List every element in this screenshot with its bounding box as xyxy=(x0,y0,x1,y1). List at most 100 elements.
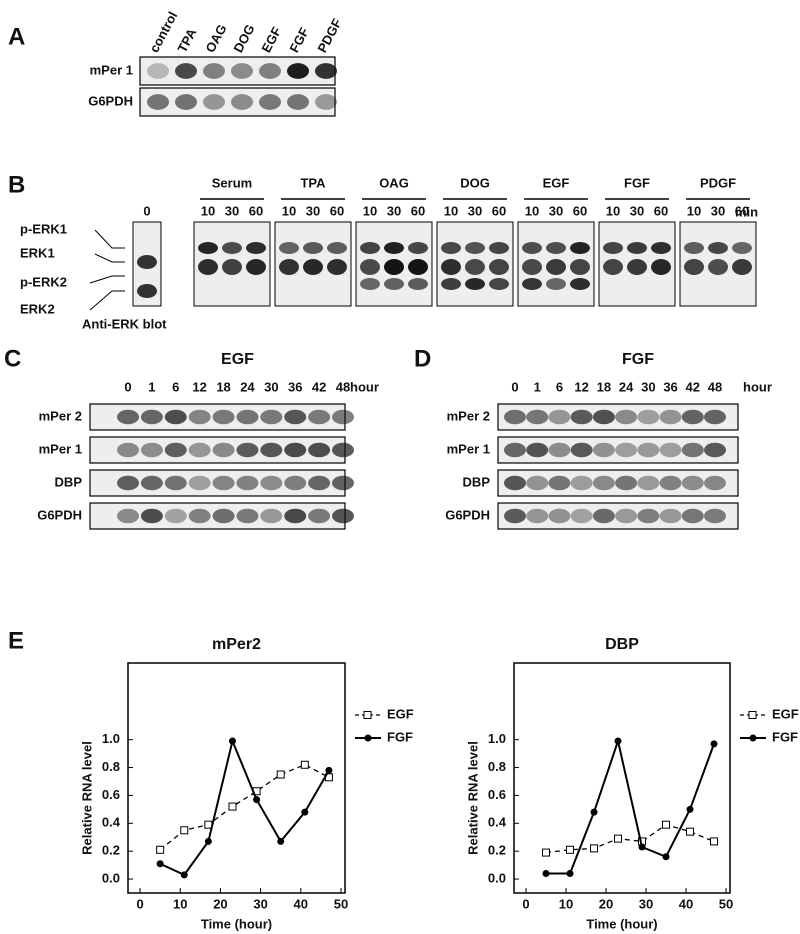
y-tick-label: 0.6 xyxy=(102,787,120,802)
leader xyxy=(94,253,125,263)
band xyxy=(548,409,571,425)
band xyxy=(140,475,163,491)
band xyxy=(526,409,549,425)
band xyxy=(384,259,404,275)
band xyxy=(659,409,682,425)
band xyxy=(704,508,726,524)
band xyxy=(408,259,428,275)
band xyxy=(303,242,323,254)
band xyxy=(287,63,309,79)
band xyxy=(592,508,615,524)
x-tick-label: 10 xyxy=(559,896,573,911)
point xyxy=(566,845,574,854)
time-label: 48 xyxy=(336,379,350,394)
band xyxy=(203,94,225,110)
band xyxy=(212,475,235,491)
lane-label: FGF xyxy=(286,25,311,55)
time-label: 48 xyxy=(708,379,722,394)
time-label: 24 xyxy=(240,379,255,394)
band xyxy=(570,508,593,524)
time-label: 10 xyxy=(444,203,458,218)
chart-title: mPer2 xyxy=(212,636,261,653)
point xyxy=(180,826,189,835)
time-label: 30 xyxy=(711,203,725,218)
band xyxy=(627,259,647,275)
band xyxy=(522,278,542,290)
band xyxy=(659,475,682,491)
point xyxy=(638,843,646,851)
band xyxy=(526,442,549,458)
point xyxy=(590,808,598,816)
point xyxy=(686,827,694,836)
time-label: 10 xyxy=(282,203,296,218)
x-tick-label: 0 xyxy=(522,896,529,911)
x-tick-label: 50 xyxy=(719,896,733,911)
blot xyxy=(497,502,739,530)
row-label: DBP xyxy=(463,474,491,489)
x-tick-label: 40 xyxy=(294,896,308,911)
band xyxy=(546,242,566,254)
point xyxy=(710,740,718,748)
band xyxy=(308,409,331,425)
time-label: 10 xyxy=(606,203,620,218)
band xyxy=(284,475,307,491)
band xyxy=(522,259,542,275)
band xyxy=(659,442,682,458)
band xyxy=(140,508,163,524)
band xyxy=(332,409,354,425)
band xyxy=(708,242,728,254)
band xyxy=(704,442,726,458)
row-label: ERK2 xyxy=(20,301,55,316)
band xyxy=(570,409,593,425)
band xyxy=(360,278,380,290)
x-tick-label: 30 xyxy=(253,896,267,911)
band xyxy=(546,259,566,275)
band xyxy=(570,278,590,290)
band xyxy=(164,442,187,458)
time-label: 60 xyxy=(735,203,749,218)
legend-marker xyxy=(748,711,757,719)
unit-label: min xyxy=(735,204,758,219)
band xyxy=(259,63,281,79)
band xyxy=(260,409,283,425)
point xyxy=(277,837,285,845)
band xyxy=(308,475,331,491)
band xyxy=(637,475,660,491)
y-tick-label: 1.0 xyxy=(488,731,506,746)
legend-marker xyxy=(364,734,372,742)
group-label: FGF xyxy=(624,175,650,190)
band xyxy=(441,259,461,275)
group-label: PDGF xyxy=(700,175,736,190)
panel-label: C xyxy=(4,345,21,372)
band xyxy=(522,242,542,254)
time-label: 6 xyxy=(556,379,563,394)
band xyxy=(284,442,307,458)
band xyxy=(259,94,281,110)
band xyxy=(188,508,211,524)
time-label: 30 xyxy=(306,203,320,218)
point xyxy=(204,837,212,845)
band xyxy=(732,259,752,275)
legend-label: FGF xyxy=(772,729,798,744)
band xyxy=(117,508,139,524)
band xyxy=(198,259,218,275)
time-label: 1 xyxy=(534,379,541,394)
time-label: 30 xyxy=(630,203,644,218)
row-label: p-ERK1 xyxy=(20,221,67,236)
lane-label: 0 xyxy=(143,203,150,218)
band xyxy=(231,63,253,79)
row-label: DBP xyxy=(55,474,83,489)
time-label: 30 xyxy=(468,203,482,218)
time-label: 24 xyxy=(619,379,634,394)
band xyxy=(684,259,704,275)
group-label: EGF xyxy=(543,175,570,190)
band xyxy=(465,278,485,290)
band xyxy=(489,259,509,275)
x-tick-label: 10 xyxy=(173,896,187,911)
band xyxy=(637,442,660,458)
x-tick-label: 50 xyxy=(334,896,348,911)
time-label: 10 xyxy=(687,203,701,218)
band xyxy=(681,442,704,458)
point xyxy=(566,869,574,877)
panel-title: EGF xyxy=(221,351,254,368)
